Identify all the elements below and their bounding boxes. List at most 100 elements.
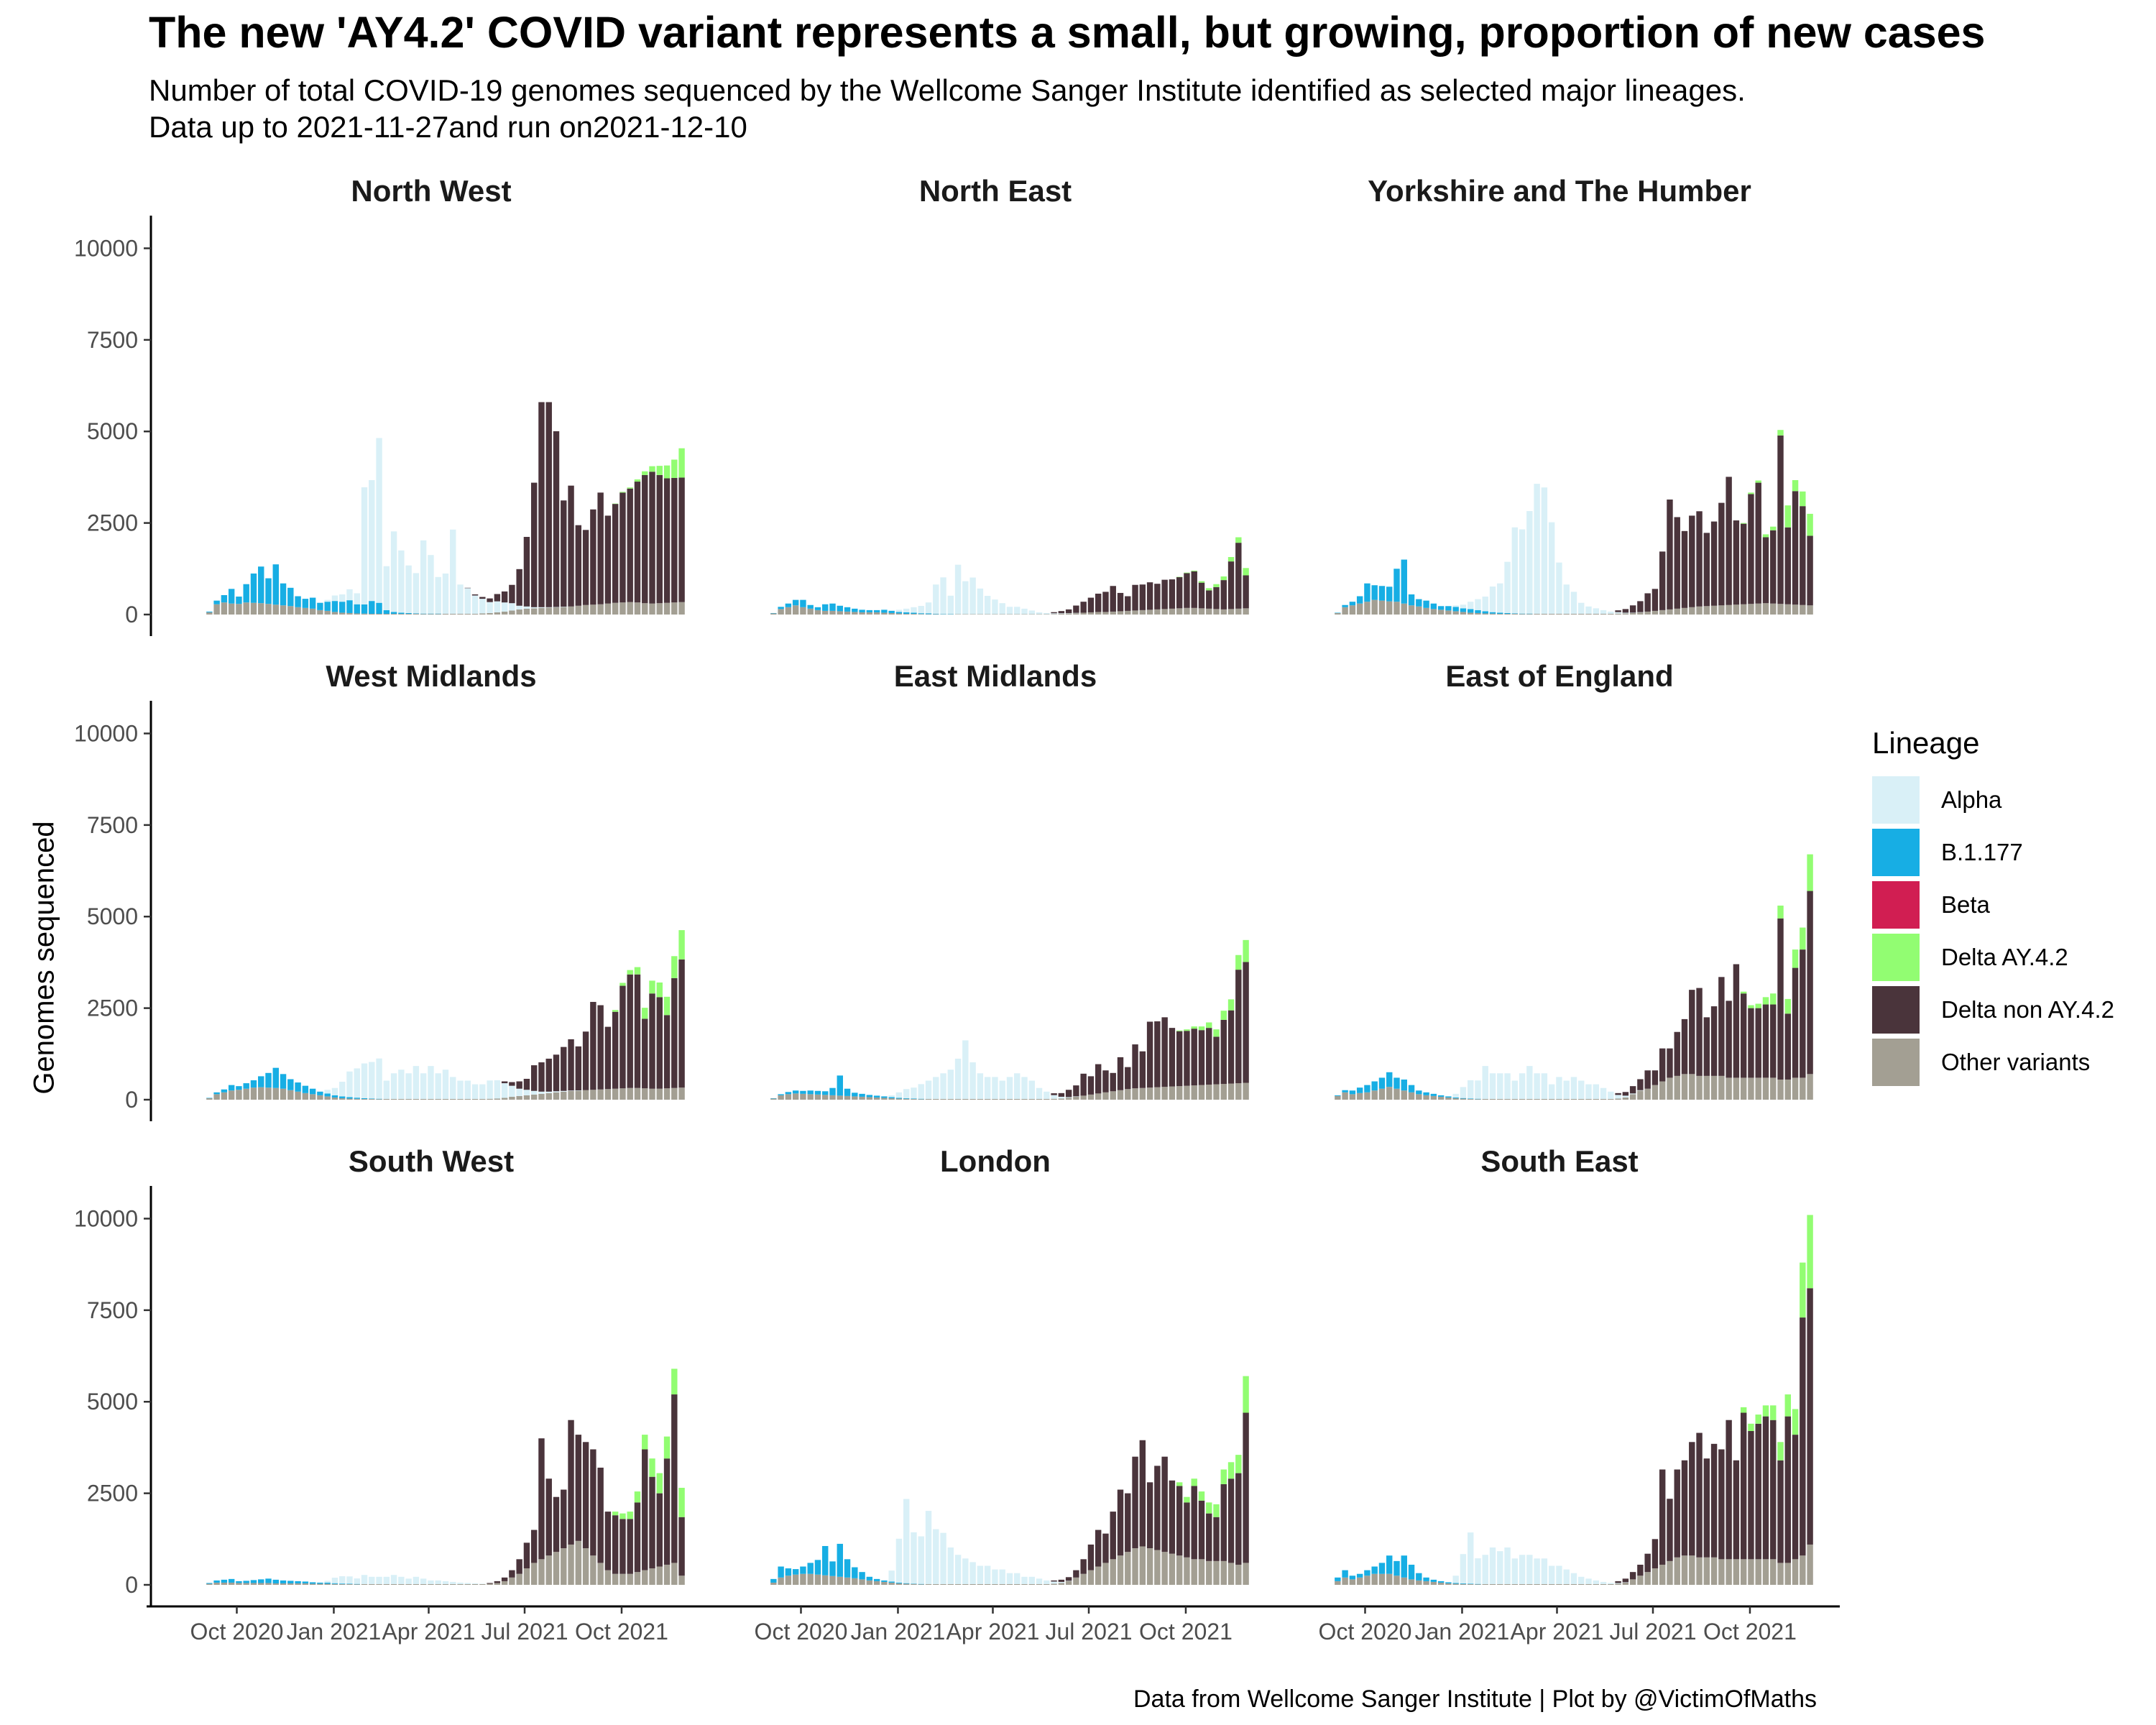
bar-segment	[940, 1532, 946, 1584]
bar-segment	[1014, 1583, 1021, 1585]
bar-segment	[866, 1097, 873, 1100]
bar-segment	[265, 578, 272, 604]
bar-segment	[1006, 1077, 1013, 1099]
bar-segment	[280, 605, 287, 615]
bar-segment	[807, 1573, 814, 1585]
bar-segment	[1110, 1512, 1116, 1560]
bar-segment	[1784, 1394, 1791, 1417]
bar-segment	[383, 1583, 390, 1585]
bar-segment	[770, 1098, 777, 1100]
bar-segment	[829, 1087, 836, 1095]
bar-segment	[678, 1087, 685, 1100]
bar-segment	[1651, 1539, 1659, 1569]
bar-segment	[590, 509, 596, 605]
bar-segment	[947, 614, 954, 615]
bar-segment	[1718, 977, 1725, 1076]
bar-segment	[494, 1098, 501, 1100]
bar-segment	[1220, 609, 1227, 615]
bar-segment	[881, 610, 888, 613]
bar-segment	[1036, 612, 1043, 615]
bar-segment	[1637, 1564, 1644, 1576]
bar-segment	[1644, 1572, 1651, 1585]
bar-segment	[1021, 1576, 1028, 1584]
bar-segment	[1755, 1559, 1761, 1585]
bar-segment	[1132, 1548, 1138, 1585]
bar-segment	[1146, 1548, 1153, 1585]
bar-segment	[530, 1563, 538, 1585]
bar-segment	[1065, 613, 1072, 615]
bar-segment	[471, 595, 479, 614]
bar-segment	[1511, 1558, 1519, 1584]
bar-segment	[649, 603, 655, 615]
bar-segment	[258, 1579, 264, 1583]
bar-segment	[1028, 1098, 1035, 1100]
bar-segment	[1095, 1566, 1102, 1585]
bar-segment	[785, 1568, 792, 1576]
bar-segment	[678, 930, 685, 960]
bar-segment	[1445, 606, 1452, 611]
bar-segment	[1651, 1085, 1659, 1100]
bar-segment	[1095, 1064, 1102, 1094]
bar-segment	[1213, 1036, 1220, 1085]
bar-segment	[969, 1562, 976, 1584]
x-tick-label: Oct 2021	[575, 1619, 668, 1644]
bar-segment	[1755, 482, 1761, 604]
bar-segment	[1401, 603, 1407, 615]
bar-segment	[1681, 1074, 1688, 1100]
bar-segment	[962, 1583, 969, 1585]
bar-segment	[1227, 557, 1235, 562]
bar-segment	[911, 612, 917, 614]
bar-segment	[523, 1090, 530, 1095]
bar-segment	[1206, 1085, 1212, 1100]
bar-segment	[1548, 522, 1555, 614]
bar-segment	[1220, 1560, 1227, 1585]
legend-swatch	[1872, 985, 1920, 1034]
bar-segment	[1356, 1087, 1363, 1093]
bar-segment	[501, 1081, 508, 1084]
bar-segment	[479, 1583, 486, 1585]
bar-segment	[1437, 1095, 1445, 1097]
bar-segment	[1176, 1086, 1183, 1100]
bar-segment	[369, 601, 375, 614]
bar-segment	[1198, 581, 1205, 583]
bar-segment	[1563, 584, 1570, 614]
bar-segment	[295, 607, 301, 615]
bar-segment	[1593, 1084, 1599, 1099]
bar-segment	[1674, 517, 1680, 609]
bar-segment	[280, 1583, 287, 1585]
bar-segment	[295, 1581, 301, 1583]
bar-segment	[1726, 1000, 1732, 1078]
bar-segment	[627, 1087, 633, 1100]
bar-segment	[1065, 1581, 1072, 1585]
panel-title: South East	[1480, 1144, 1638, 1178]
bar-segment	[509, 1570, 515, 1578]
bar-segment	[999, 603, 1005, 615]
bar-segment	[361, 1583, 368, 1585]
bar-segment	[1784, 1079, 1791, 1100]
bar-segment	[895, 1092, 903, 1098]
bar-segment	[338, 1082, 346, 1097]
bar-segment	[940, 1583, 946, 1585]
bar-segment	[671, 477, 678, 603]
bar-segment	[1206, 1560, 1212, 1585]
bar-segment	[1726, 604, 1732, 615]
bar-segment	[331, 595, 338, 602]
bar-segment	[1467, 1080, 1474, 1099]
bar-segment	[1556, 1583, 1562, 1585]
bar-segment	[383, 610, 390, 614]
bar-segment	[1644, 1070, 1651, 1089]
bar-segment	[1028, 614, 1035, 615]
bar-segment	[280, 583, 287, 606]
bar-segment	[1651, 589, 1659, 611]
bar-segment	[324, 602, 331, 611]
bar-segment	[324, 1581, 331, 1583]
bar-segment	[1504, 1547, 1511, 1584]
bar-segment	[1408, 1092, 1415, 1100]
bar-segment	[1335, 1577, 1341, 1581]
bar-segment	[1593, 1580, 1599, 1584]
bar-segment	[1534, 484, 1540, 614]
bar-segment	[346, 1576, 353, 1584]
bar-segment	[457, 613, 464, 615]
bar-segment	[1792, 1559, 1799, 1585]
bar-segment	[1206, 590, 1212, 609]
